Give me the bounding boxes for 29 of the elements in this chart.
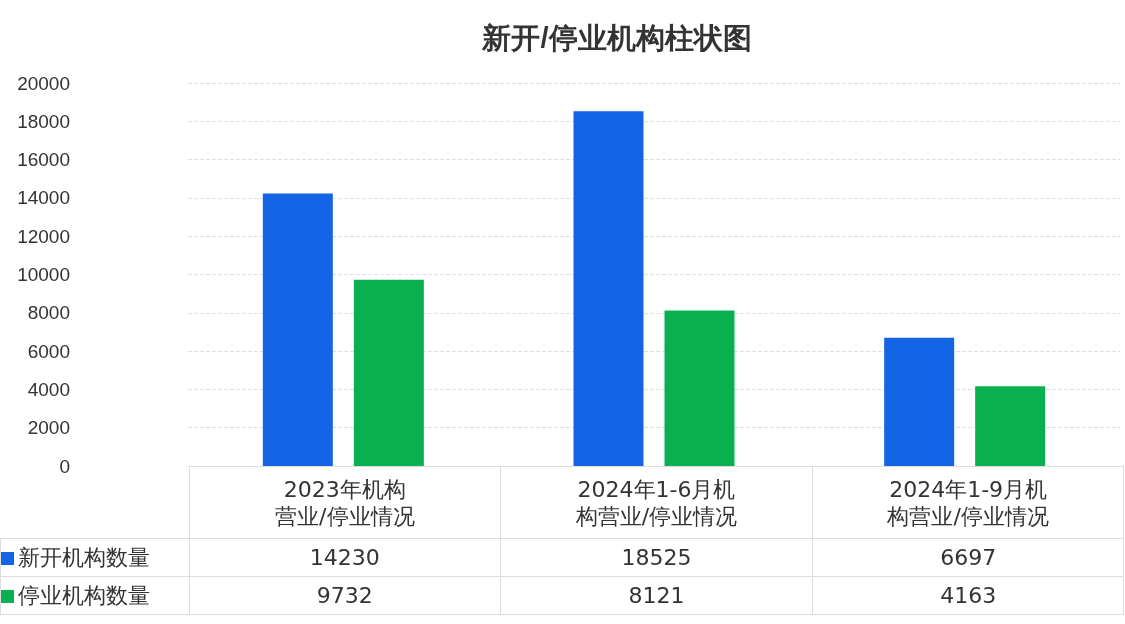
x-tick-label: 2024年1-9月机构营业/停业情况 — [886, 475, 1050, 530]
bar — [573, 111, 644, 466]
legend-label: 新开机构数量 — [0, 538, 189, 577]
y-tick-label: 2000 — [27, 417, 70, 439]
y-tick-label: 14000 — [17, 187, 70, 209]
data-label: 6697 — [812, 538, 1124, 577]
chart-title: 新开/停业机构柱状图 — [481, 21, 752, 54]
y-tick-label: 10000 — [17, 264, 70, 285]
data-label: 18525 — [500, 538, 813, 577]
y-tick-label: 18000 — [17, 110, 70, 132]
y-tick-label: 12000 — [17, 225, 70, 247]
data-label: 14230 — [189, 538, 501, 577]
legend-label: 停业机构数量 — [0, 576, 189, 615]
y-tick-label: 6000 — [27, 340, 70, 362]
bar — [975, 386, 1046, 466]
x-tick-label: 2024年1-6月机构营业/停业情况 — [574, 475, 739, 530]
data-label: 8121 — [500, 576, 813, 615]
y-tick-label: 0 — [59, 455, 70, 477]
data-label: 9732 — [189, 576, 501, 615]
bar — [664, 310, 735, 466]
y-tick-label: 16000 — [17, 149, 70, 171]
x-tick-label: 2023年机构营业/停业情况 — [274, 475, 416, 530]
y-tick-label: 20000 — [17, 72, 70, 94]
data-label: 4163 — [812, 576, 1124, 615]
bar — [884, 337, 955, 466]
bar — [353, 279, 424, 466]
y-tick-label: 4000 — [27, 378, 70, 400]
bar — [262, 193, 333, 466]
y-tick-label: 8000 — [27, 302, 70, 324]
